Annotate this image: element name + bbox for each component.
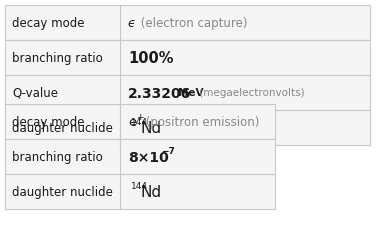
Text: Nd: Nd bbox=[141, 120, 162, 136]
Text: MeV: MeV bbox=[178, 88, 203, 98]
Text: +: + bbox=[136, 113, 144, 121]
Text: ϵ: ϵ bbox=[128, 17, 136, 30]
Text: (megaelectronvolts): (megaelectronvolts) bbox=[196, 88, 305, 98]
Text: e: e bbox=[128, 115, 136, 129]
Text: daughter nuclide: daughter nuclide bbox=[12, 185, 113, 198]
Bar bbox=[5, 139, 275, 174]
Bar bbox=[5, 6, 370, 41]
Text: decay mode: decay mode bbox=[12, 115, 85, 129]
Text: 144: 144 bbox=[131, 117, 148, 127]
Text: −7: −7 bbox=[161, 146, 175, 155]
Bar bbox=[5, 111, 370, 145]
Bar bbox=[5, 41, 370, 76]
Bar bbox=[5, 174, 275, 209]
Text: branching ratio: branching ratio bbox=[12, 150, 103, 163]
Text: branching ratio: branching ratio bbox=[12, 52, 103, 65]
Text: 144: 144 bbox=[131, 181, 148, 190]
Text: 2.33206: 2.33206 bbox=[128, 86, 191, 100]
Bar bbox=[5, 105, 275, 139]
Text: 8×10: 8×10 bbox=[128, 150, 169, 164]
Bar bbox=[5, 76, 370, 111]
Text: decay mode: decay mode bbox=[12, 17, 85, 30]
Text: Nd: Nd bbox=[141, 184, 162, 199]
Text: (electron capture): (electron capture) bbox=[137, 17, 247, 30]
Text: daughter nuclide: daughter nuclide bbox=[12, 121, 113, 135]
Text: 100%: 100% bbox=[128, 51, 173, 66]
Text: Q-value: Q-value bbox=[12, 87, 58, 100]
Text: (positron emission): (positron emission) bbox=[142, 115, 259, 129]
